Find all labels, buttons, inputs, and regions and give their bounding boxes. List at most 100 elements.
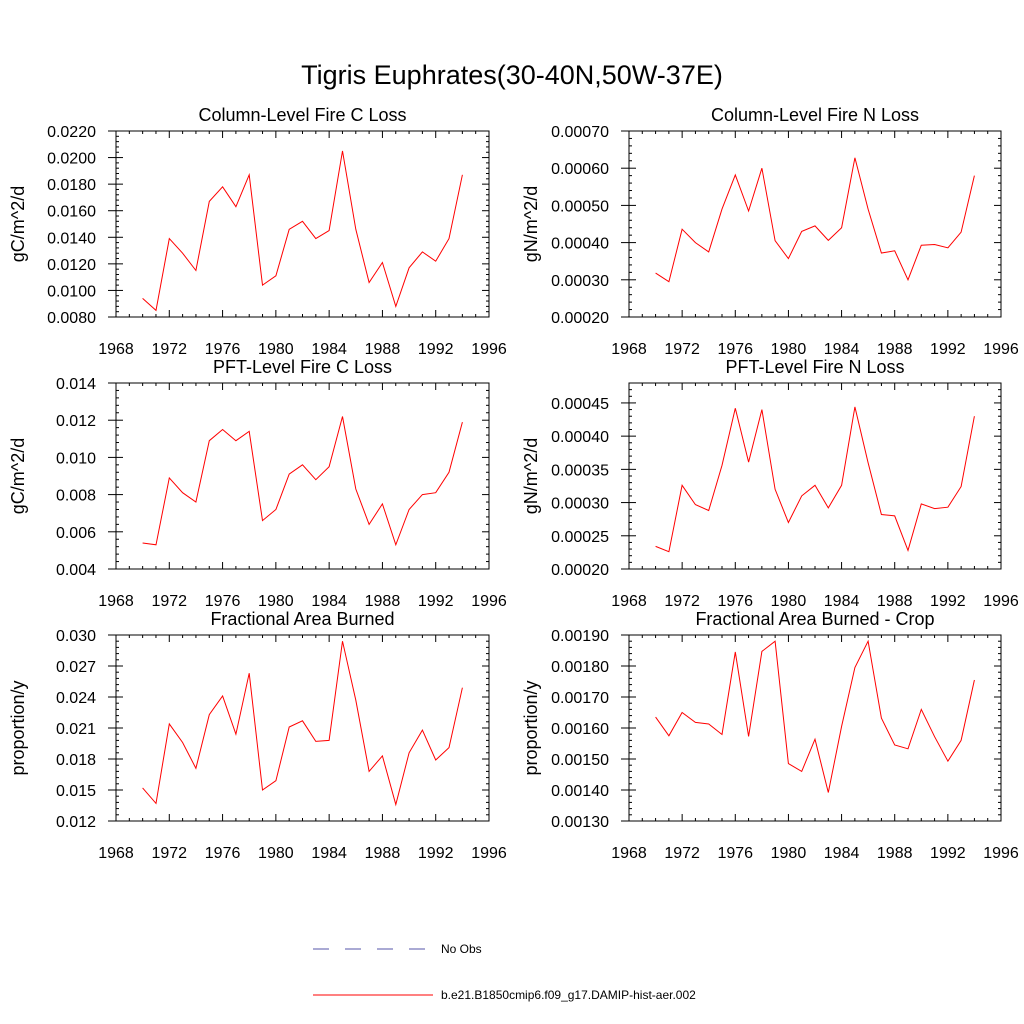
y-tick-label: 0.00040 xyxy=(551,429,609,446)
y-tick-label: 0.012 xyxy=(56,413,96,430)
y-tick-label: 0.0140 xyxy=(47,230,96,247)
y-tick-label: 0.00170 xyxy=(551,690,609,707)
y-tick-label: 0.00160 xyxy=(551,721,609,738)
x-tick-label: 1984 xyxy=(824,845,860,862)
y-tick-label: 0.00030 xyxy=(551,273,609,290)
panel-title: Fractional Area Burned - Crop xyxy=(695,609,934,629)
chart-panel-5: 1968 1972 1976 1980 1984 1988 1992 1996 0.012 0.0… xyxy=(8,609,507,862)
x-tick-label: 1992 xyxy=(930,845,966,862)
y-tick-label: 0.0100 xyxy=(47,283,96,300)
y-tick-label: 0.004 xyxy=(56,562,96,579)
plot-frame xyxy=(115,382,490,570)
x-tick-label: 1992 xyxy=(930,593,966,610)
x-tick-label: 1968 xyxy=(98,845,134,862)
x-tick-label: 1992 xyxy=(418,341,454,358)
x-tick-label: 1996 xyxy=(983,593,1019,610)
x-tick-label: 1996 xyxy=(471,845,507,862)
panel-title: PFT-Level Fire C Loss xyxy=(213,357,392,377)
x-tick-label: 1996 xyxy=(471,593,507,610)
y-tick-label: 0.00025 xyxy=(551,529,609,546)
y-tick-label: 0.00060 xyxy=(551,161,609,178)
legend-label-model: b.e21.B1850cmip6.f09_g17.DAMIP-hist-aer.… xyxy=(441,988,696,1002)
panel-title: Column-Level Fire C Loss xyxy=(198,105,406,125)
x-tick-label: 1984 xyxy=(311,593,347,610)
legend-label-no-obs: No Obs xyxy=(441,942,482,956)
y-tick-label: 0.00045 xyxy=(551,396,609,413)
y-tick-label: 0.00050 xyxy=(551,198,609,215)
panel-title: Column-Level Fire N Loss xyxy=(711,105,919,125)
x-tick-label: 1980 xyxy=(258,593,294,610)
y-tick-label: 0.015 xyxy=(56,783,96,800)
figure-title: Tigris Euphrates(30-40N,50W-37E) xyxy=(301,60,723,90)
y-tick-label: 0.00040 xyxy=(551,236,609,253)
x-tick-label: 1984 xyxy=(824,341,860,358)
x-tick-label: 1996 xyxy=(471,341,507,358)
panels: 1968 1972 1976 1980 1984 1988 1992 1996 0.0080 0.… xyxy=(8,105,1019,862)
y-axis-label: proportion/y xyxy=(521,680,541,775)
plot-frame xyxy=(628,382,1002,570)
x-tick-label: 1976 xyxy=(717,593,753,610)
y-tick-label: 0.00180 xyxy=(551,659,609,676)
x-tick-label: 1988 xyxy=(365,593,401,610)
x-tick-label: 1976 xyxy=(205,845,241,862)
y-tick-label: 0.00140 xyxy=(551,783,609,800)
y-tick-label: 0.0120 xyxy=(47,257,96,274)
x-tick-label: 1992 xyxy=(418,845,454,862)
chart-panel-2: 1968 1972 1976 1980 1984 1988 1992 1996 0.00020 0… xyxy=(521,105,1019,358)
x-tick-label: 1968 xyxy=(98,593,134,610)
x-tick-label: 1992 xyxy=(418,593,454,610)
y-tick-label: 0.012 xyxy=(56,814,96,831)
y-tick-label: 0.00150 xyxy=(551,752,609,769)
y-axis-label: gN/m^2/d xyxy=(521,186,541,262)
x-tick-label: 1968 xyxy=(98,341,134,358)
y-tick-label: 0.00130 xyxy=(551,814,609,831)
y-axis-label: gC/m^2/d xyxy=(8,438,28,514)
series-line xyxy=(142,416,463,547)
y-tick-label: 0.00035 xyxy=(551,462,609,479)
y-tick-label: 0.030 xyxy=(56,628,96,645)
plot-frame xyxy=(115,130,490,318)
series-line xyxy=(142,641,463,807)
x-tick-label: 1972 xyxy=(151,593,187,610)
x-tick-label: 1968 xyxy=(611,593,647,610)
x-tick-label: 1992 xyxy=(930,341,966,358)
y-tick-label: 0.0180 xyxy=(47,177,96,194)
y-tick-label: 0.0200 xyxy=(47,151,96,168)
y-tick-label: 0.014 xyxy=(56,376,96,393)
x-tick-label: 1976 xyxy=(205,593,241,610)
series-line xyxy=(655,157,975,283)
y-axis-label: gN/m^2/d xyxy=(521,438,541,514)
series-line xyxy=(655,406,975,553)
plot-frame xyxy=(628,130,1002,318)
x-tick-label: 1984 xyxy=(824,593,860,610)
panel-title: Fractional Area Burned xyxy=(210,609,394,629)
panel-title: PFT-Level Fire N Loss xyxy=(725,357,904,377)
x-tick-label: 1988 xyxy=(877,845,913,862)
legend: No Obs b.e21.B1850cmip6.f09_g17.DAMIP-hi… xyxy=(313,942,696,1002)
x-tick-label: 1976 xyxy=(717,845,753,862)
x-tick-label: 1976 xyxy=(717,341,753,358)
x-tick-label: 1988 xyxy=(877,341,913,358)
y-tick-label: 0.0220 xyxy=(47,124,96,141)
chart-panel-3: 1968 1972 1976 1980 1984 1988 1992 1996 0.004 0.0… xyxy=(8,357,507,610)
y-tick-label: 0.006 xyxy=(56,525,96,542)
y-axis-label: gC/m^2/d xyxy=(8,186,28,262)
x-tick-label: 1972 xyxy=(151,341,187,358)
x-tick-label: 1972 xyxy=(664,845,700,862)
y-tick-label: 0.00070 xyxy=(551,124,609,141)
x-tick-label: 1980 xyxy=(258,341,294,358)
x-tick-label: 1980 xyxy=(771,341,807,358)
x-tick-label: 1972 xyxy=(664,593,700,610)
y-tick-label: 0.024 xyxy=(56,690,96,707)
x-tick-label: 1972 xyxy=(664,341,700,358)
x-tick-label: 1988 xyxy=(365,845,401,862)
y-tick-label: 0.008 xyxy=(56,488,96,505)
y-tick-label: 0.00020 xyxy=(551,310,609,327)
x-tick-label: 1972 xyxy=(151,845,187,862)
y-tick-label: 0.018 xyxy=(56,752,96,769)
y-tick-label: 0.00190 xyxy=(551,628,609,645)
y-tick-label: 0.027 xyxy=(56,659,96,676)
series-line xyxy=(142,150,463,312)
y-tick-label: 0.0160 xyxy=(47,204,96,221)
